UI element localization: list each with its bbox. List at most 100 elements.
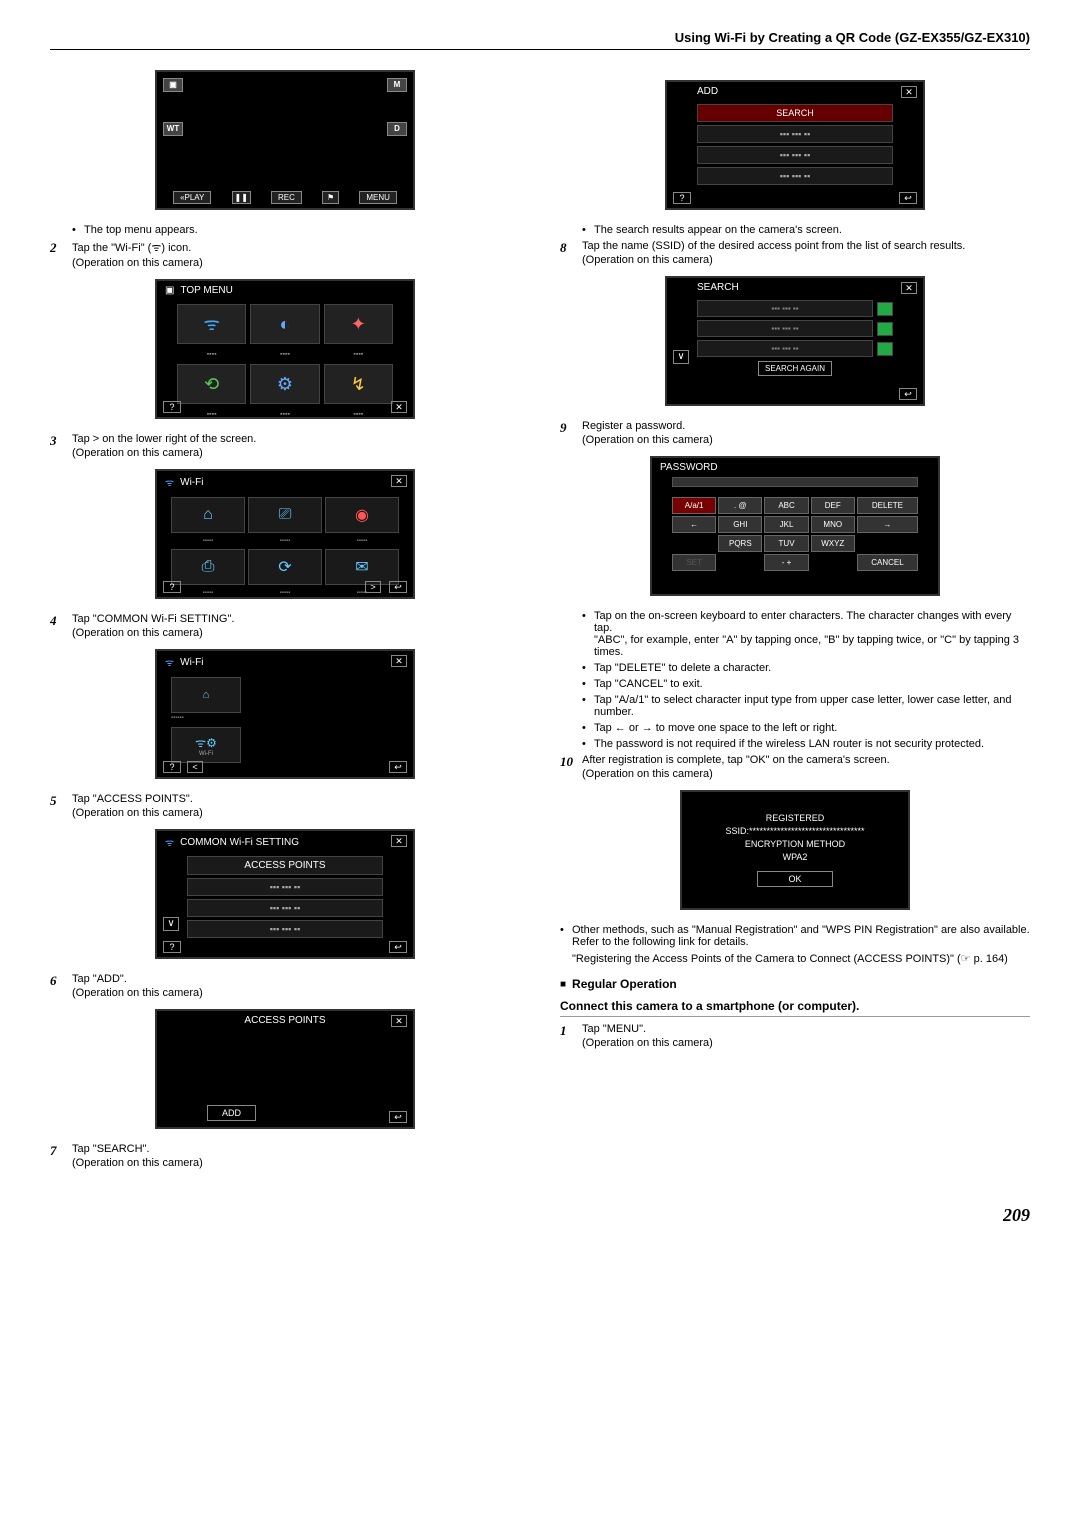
bullet: •Tap "DELETE" to delete a character. [582, 662, 1030, 674]
menu-icon-2[interactable]: ◐ [250, 304, 319, 344]
help-icon[interactable]: ? [163, 401, 181, 413]
wifi-option-6[interactable]: ✉ [325, 549, 399, 585]
cancel-key[interactable]: CANCEL [857, 554, 918, 571]
next-icon[interactable]: > [365, 581, 381, 593]
back-icon[interactable]: ↩ [899, 388, 917, 400]
key[interactable]: WXYZ [811, 535, 855, 552]
section-regular-operation: Regular Operation [560, 977, 1030, 991]
menu-icon-5[interactable]: ⚙ [250, 364, 319, 404]
menu-icon-3[interactable]: ✦ [324, 304, 393, 344]
close-icon[interactable]: ✕ [391, 401, 407, 413]
ssid-item[interactable]: ▪▪▪ ▪▪▪ ▪▪ [697, 340, 873, 357]
help-icon[interactable]: ? [163, 761, 181, 773]
list-item[interactable]: ▪▪▪ ▪▪▪ ▪▪ [697, 125, 893, 143]
help-icon[interactable]: ? [163, 581, 181, 593]
top-menu-screen: ▣TOP MENU ᯤ ◐ ✦ ▪▪▪▪▪▪▪▪▪▪▪▪ ⟲ ⚙ ↯ ▪▪▪▪▪… [155, 279, 415, 419]
back-icon[interactable]: ↩ [389, 581, 407, 593]
page-number: 209 [50, 1205, 1030, 1226]
step-8: 8 Tap the name (SSID) of the desired acc… [560, 240, 1030, 266]
help-icon[interactable]: ? [163, 941, 181, 953]
help-icon[interactable]: ? [673, 192, 691, 204]
mode-m-icon: M [387, 78, 407, 92]
close-icon[interactable]: ✕ [391, 475, 407, 487]
wifi-option-4[interactable]: ⎙ [171, 549, 245, 585]
back-icon[interactable]: ↩ [389, 1111, 407, 1123]
lock-icon [877, 302, 893, 316]
add-button[interactable]: ADD [207, 1105, 256, 1121]
close-icon[interactable]: ✕ [901, 86, 917, 98]
close-icon[interactable]: ✕ [901, 282, 917, 294]
search-again-button[interactable]: SEARCH AGAIN [758, 361, 832, 376]
page-columns: ▣ M WT D «PLAY ❚❚ REC ⚑ MENU • The top m… [50, 70, 1030, 1175]
step-3: 3 Tap > on the lower right of the screen… [50, 433, 520, 459]
search-item[interactable]: SEARCH [697, 104, 893, 122]
rec-button[interactable]: REC [271, 191, 302, 204]
key[interactable]: JKL [764, 516, 808, 533]
key[interactable]: DEF [811, 497, 855, 514]
delete-key[interactable]: DELETE [857, 497, 918, 514]
back-icon[interactable]: ↩ [389, 761, 407, 773]
key[interactable]: TUV [764, 535, 808, 552]
key[interactable]: - + [764, 554, 808, 571]
list-item[interactable]: ▪▪▪ ▪▪▪ ▪▪ [187, 878, 383, 896]
menu-icon-4[interactable]: ⟲ [177, 364, 246, 404]
bullet: •Tap ← or → to move one space to the lef… [582, 722, 1030, 734]
key[interactable]: MNO [811, 516, 855, 533]
wifi-option-2[interactable]: ⎚ [248, 497, 322, 533]
step-5: 5 Tap "ACCESS POINTS". (Operation on thi… [50, 793, 520, 819]
wifi-option-1[interactable]: ⌂ [171, 497, 245, 533]
key[interactable]: ABC [764, 497, 808, 514]
search-results-screen: SEARCH ✕ ▪▪▪ ▪▪▪ ▪▪ ▪▪▪ ▪▪▪ ▪▪ ▪▪▪ ▪▪▪ ▪… [665, 276, 925, 406]
pause-icon: ❚❚ [232, 191, 251, 204]
list-item[interactable]: ▪▪▪ ▪▪▪ ▪▪ [697, 146, 893, 164]
close-icon[interactable]: ✕ [391, 835, 407, 847]
lock-icon [877, 342, 893, 356]
wifi-option[interactable]: ⌂ [171, 677, 241, 713]
key[interactable]: . @ [718, 497, 762, 514]
wifi-menu-screen: ᯤWi-Fi ✕ ⌂ ⎚ ◉ ▪▪▪▪▪▪▪▪▪▪▪▪▪▪▪ ⎙ ⟳ ✉ ▪▪▪… [155, 469, 415, 599]
key[interactable]: GHI [718, 516, 762, 533]
list-item[interactable]: ▪▪▪ ▪▪▪ ▪▪ [187, 920, 383, 938]
ssid-item[interactable]: ▪▪▪ ▪▪▪ ▪▪ [697, 300, 873, 317]
step-4: 4 Tap "COMMON Wi-Fi SETTING". (Operation… [50, 613, 520, 639]
key[interactable]: PQRS [718, 535, 762, 552]
wifi-icon: ᯤ [151, 242, 161, 254]
camera-live-screen: ▣ M WT D «PLAY ❚❚ REC ⚑ MENU [155, 70, 415, 210]
step-2: 2 Tap the "Wi-Fi" (ᯤ) icon. (Operation o… [50, 240, 520, 269]
prev-icon[interactable]: < [187, 761, 203, 773]
ok-button[interactable]: OK [757, 871, 832, 887]
key-mode[interactable]: A/a/1 [672, 497, 716, 514]
wifi-menu-icon[interactable]: ᯤ [177, 304, 246, 344]
step-7: 7 Tap "SEARCH". (Operation on this camer… [50, 1143, 520, 1169]
page-header: Using Wi-Fi by Creating a QR Code (GZ-EX… [50, 30, 1030, 50]
menu-button[interactable]: MENU [359, 191, 397, 204]
registered-screen: REGISTERED SSID:************************… [680, 790, 910, 910]
ssid-label: SSID:********************************* [692, 826, 898, 836]
scroll-down-icon[interactable]: ∨ [163, 917, 179, 931]
list-item[interactable]: ▪▪▪ ▪▪▪ ▪▪ [697, 167, 893, 185]
subsection-connect: Connect this camera to a smartphone (or … [560, 999, 1030, 1017]
right-key[interactable]: → [857, 516, 918, 533]
menu-icon-6[interactable]: ↯ [324, 364, 393, 404]
left-column: ▣ M WT D «PLAY ❚❚ REC ⚑ MENU • The top m… [50, 70, 520, 1175]
wifi-option-3[interactable]: ◉ [325, 497, 399, 533]
back-icon[interactable]: ↩ [389, 941, 407, 953]
note: •Other methods, such as "Manual Registra… [560, 924, 1030, 948]
close-icon[interactable]: ✕ [391, 655, 407, 667]
lock-icon [877, 322, 893, 336]
common-wifi-setting-option[interactable]: ᯤ⚙Wi-Fi [171, 727, 241, 763]
scroll-down-icon[interactable]: ∨ [673, 350, 689, 364]
wifi-option-5[interactable]: ⟳ [248, 549, 322, 585]
left-key[interactable]: ← [672, 516, 716, 533]
right-column: ADD ✕ SEARCH ▪▪▪ ▪▪▪ ▪▪ ▪▪▪ ▪▪▪ ▪▪ ▪▪▪ ▪… [560, 70, 1030, 1175]
bullet: •Tap "A/a/1" to select character input t… [582, 694, 1030, 718]
ssid-item[interactable]: ▪▪▪ ▪▪▪ ▪▪ [697, 320, 873, 337]
access-points-item[interactable]: ACCESS POINTS [187, 856, 383, 875]
back-icon[interactable]: ↩ [899, 192, 917, 204]
list-item[interactable]: ▪▪▪ ▪▪▪ ▪▪ [187, 899, 383, 917]
bullet: •The password is not required if the wir… [582, 738, 1030, 750]
close-icon[interactable]: ✕ [391, 1015, 407, 1027]
set-key[interactable]: SET [672, 554, 716, 571]
play-button[interactable]: «PLAY [173, 191, 211, 204]
step-10: 10 After registration is complete, tap "… [560, 754, 1030, 780]
